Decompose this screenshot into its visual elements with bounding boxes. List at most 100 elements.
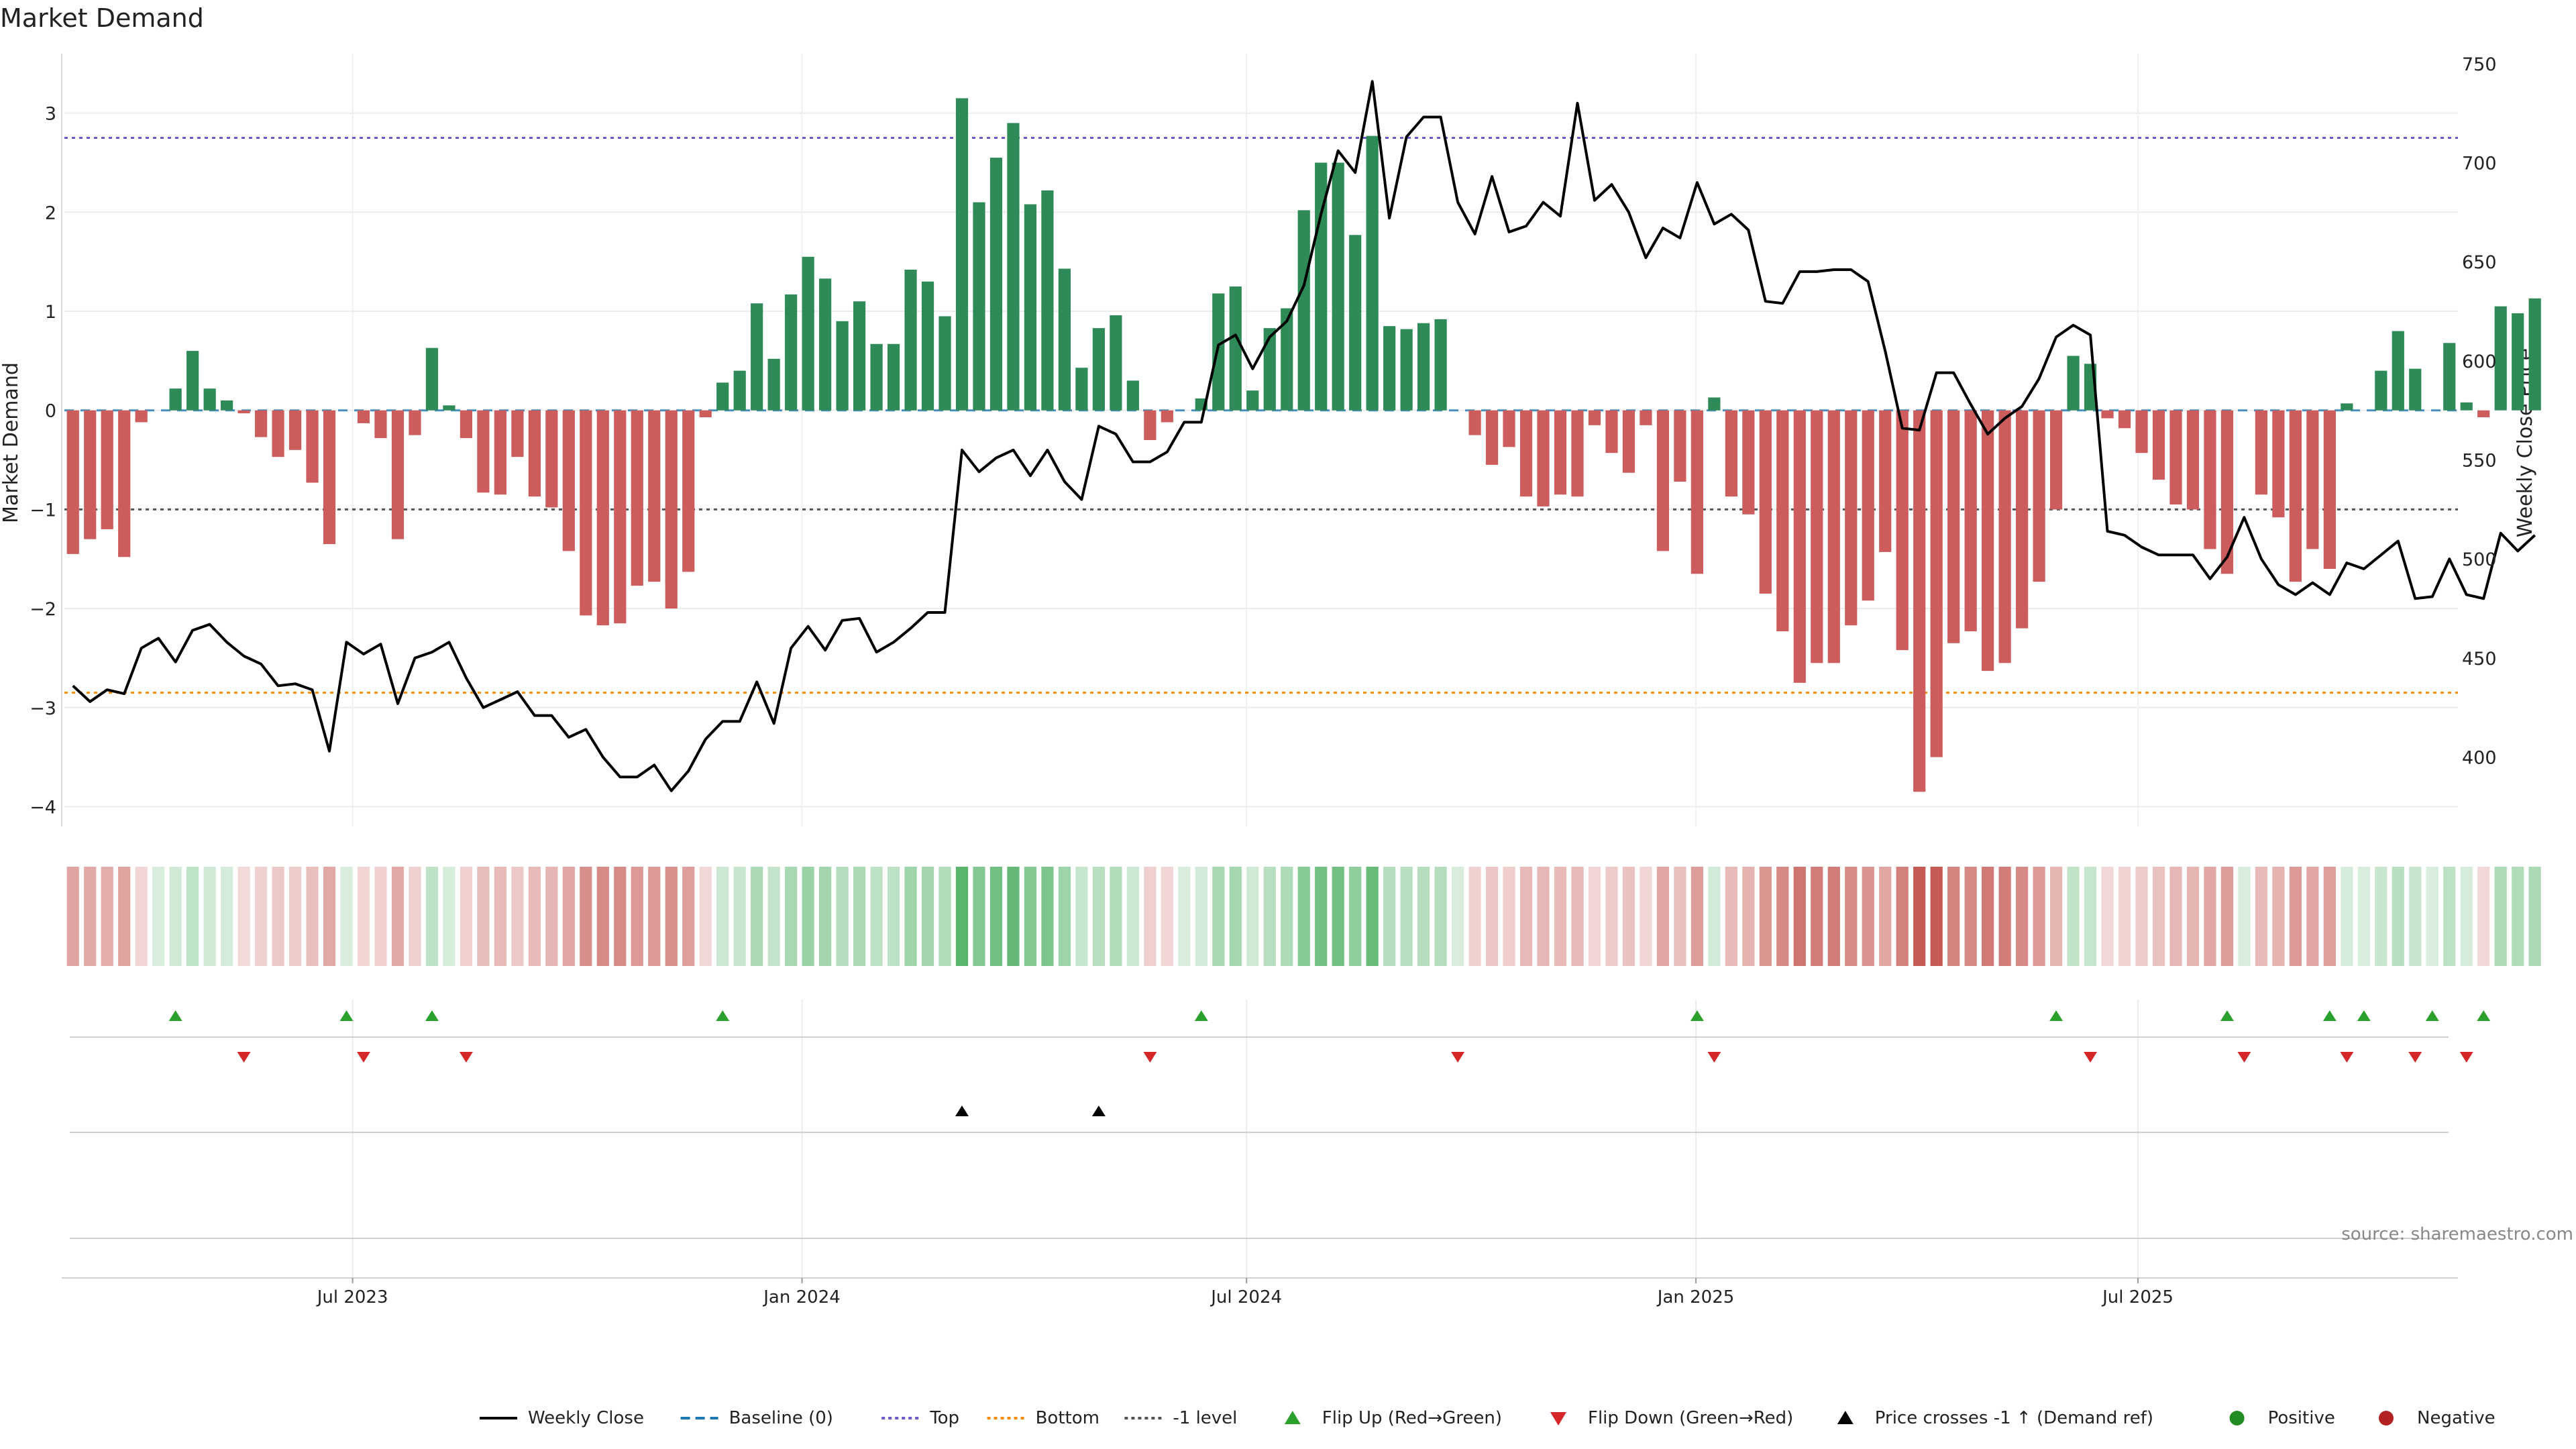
- heatmap-cell: [84, 867, 97, 966]
- demand-bar: [443, 405, 455, 411]
- heatmap-cell: [1588, 867, 1601, 966]
- flip-up-marker: [2477, 1010, 2491, 1021]
- flip-down-marker: [1143, 1052, 1157, 1063]
- demand-bar: [1827, 410, 1840, 663]
- heatmap-cell: [494, 867, 506, 966]
- legend-item-top: Top: [881, 1408, 959, 1428]
- demand-bar: [682, 410, 695, 572]
- heatmap-cell: [1058, 867, 1071, 966]
- demand-bar: [648, 410, 661, 582]
- y-left-tick-label: −2: [30, 599, 56, 620]
- y-left-tick-label: −1: [30, 500, 56, 521]
- heatmap-cell: [2443, 867, 2456, 966]
- price-cross-marker: [955, 1106, 969, 1116]
- demand-bar: [203, 388, 216, 411]
- heatmap-cell: [2272, 867, 2285, 966]
- demand-bar: [1571, 410, 1584, 497]
- flip-down-marker: [2340, 1052, 2354, 1063]
- demand-bar: [477, 410, 490, 493]
- x-tick-label: Jul 2025: [2101, 1287, 2174, 1307]
- heatmap-cell: [1622, 867, 1635, 966]
- heatmap-cell: [1725, 867, 1737, 966]
- demand-bar: [1024, 204, 1037, 411]
- heatmap-cell: [1281, 867, 1293, 966]
- heatmap-cell: [1845, 867, 1858, 966]
- heatmap-cell: [1605, 867, 1618, 966]
- heatmap-cell: [443, 867, 455, 966]
- legend-flipup-swatch: [1284, 1411, 1301, 1424]
- heatmap-cell: [1315, 867, 1328, 966]
- heatmap-cell: [2426, 867, 2438, 966]
- demand-bar: [1947, 410, 1960, 643]
- heatmap-cell: [989, 867, 1003, 966]
- demand-bar: [1862, 410, 1874, 601]
- demand-bar: [1212, 293, 1225, 411]
- x-tick-label: Jan 2024: [762, 1287, 841, 1307]
- heatmap-cell: [1503, 867, 1515, 966]
- demand-bar: [1007, 123, 1020, 411]
- flip-down-marker: [459, 1052, 473, 1063]
- heatmap-cell: [1913, 867, 1926, 966]
- legend-label: Top: [929, 1408, 959, 1428]
- demand-bar: [1434, 319, 1447, 411]
- heatmap-cell: [1674, 867, 1686, 966]
- flip-down-marker: [2459, 1052, 2473, 1063]
- demand-bar: [2135, 410, 2148, 453]
- demand-bar: [357, 410, 370, 423]
- legend-item-flipdown: Flip Down (Green→Red): [1550, 1408, 1793, 1428]
- heatmap-cell: [1229, 867, 1242, 966]
- heatmap-cell: [2357, 867, 2370, 966]
- heatmap-cell: [1468, 867, 1481, 966]
- demand-bar: [2289, 410, 2302, 582]
- demand-bar: [1058, 268, 1071, 411]
- heatmap-cell: [101, 867, 113, 966]
- flip-up-marker: [168, 1010, 182, 1021]
- heatmap-cell: [2306, 867, 2319, 966]
- heatmap-cell: [2255, 867, 2268, 966]
- demand-bar: [374, 410, 387, 439]
- heatmap-cell: [733, 867, 746, 966]
- flip-up-marker: [2425, 1010, 2439, 1021]
- demand-bar: [836, 321, 849, 411]
- heatmap-cell: [2169, 867, 2182, 966]
- heatmap-cell: [409, 867, 421, 966]
- heatmap-cell: [2409, 867, 2422, 966]
- heatmap-cell: [1759, 867, 1772, 966]
- demand-bar: [596, 410, 609, 626]
- heatmap-cell: [1708, 867, 1721, 966]
- heatmap-cell: [2289, 867, 2302, 966]
- flip-down-marker: [2084, 1052, 2098, 1063]
- heatmap-cell: [596, 867, 609, 966]
- heatmap-cell: [391, 867, 405, 966]
- flip-up-marker: [2357, 1010, 2371, 1021]
- flip-down-marker: [2237, 1052, 2251, 1063]
- demand-bar: [254, 410, 268, 437]
- demand-bars: [66, 98, 2541, 792]
- heatmap-cell: [938, 867, 951, 966]
- demand-bar: [1281, 308, 1293, 411]
- heatmap-cell: [1964, 867, 1977, 966]
- demand-bar: [2494, 306, 2507, 411]
- heatmap-cell: [1947, 867, 1960, 966]
- demand-bar: [66, 410, 79, 554]
- y-left-tick-label: 3: [45, 104, 56, 125]
- heatmap-cell: [425, 867, 439, 966]
- legend-label: Flip Down (Green→Red): [1588, 1408, 1793, 1428]
- heatmap-cell: [1041, 867, 1054, 966]
- demand-bar: [2152, 410, 2165, 480]
- demand-bar: [1998, 410, 2011, 663]
- heatmap-cell: [2204, 867, 2216, 966]
- heatmap-cell: [254, 867, 268, 966]
- demand-bar: [2118, 410, 2131, 429]
- heatmap-cell: [2049, 867, 2063, 966]
- demand-bar: [1793, 410, 1806, 683]
- chart-title: Market Demand: [0, 3, 204, 33]
- legend-item-flipup: Flip Up (Red→Green): [1284, 1408, 1502, 1428]
- demand-bar: [580, 410, 592, 616]
- demand-bar: [1161, 410, 1173, 423]
- demand-bar: [101, 410, 113, 529]
- demand-bar: [2528, 298, 2541, 411]
- heatmap-cell: [2375, 867, 2387, 966]
- heatmap-cell: [374, 867, 387, 966]
- demand-bar: [1725, 410, 1737, 497]
